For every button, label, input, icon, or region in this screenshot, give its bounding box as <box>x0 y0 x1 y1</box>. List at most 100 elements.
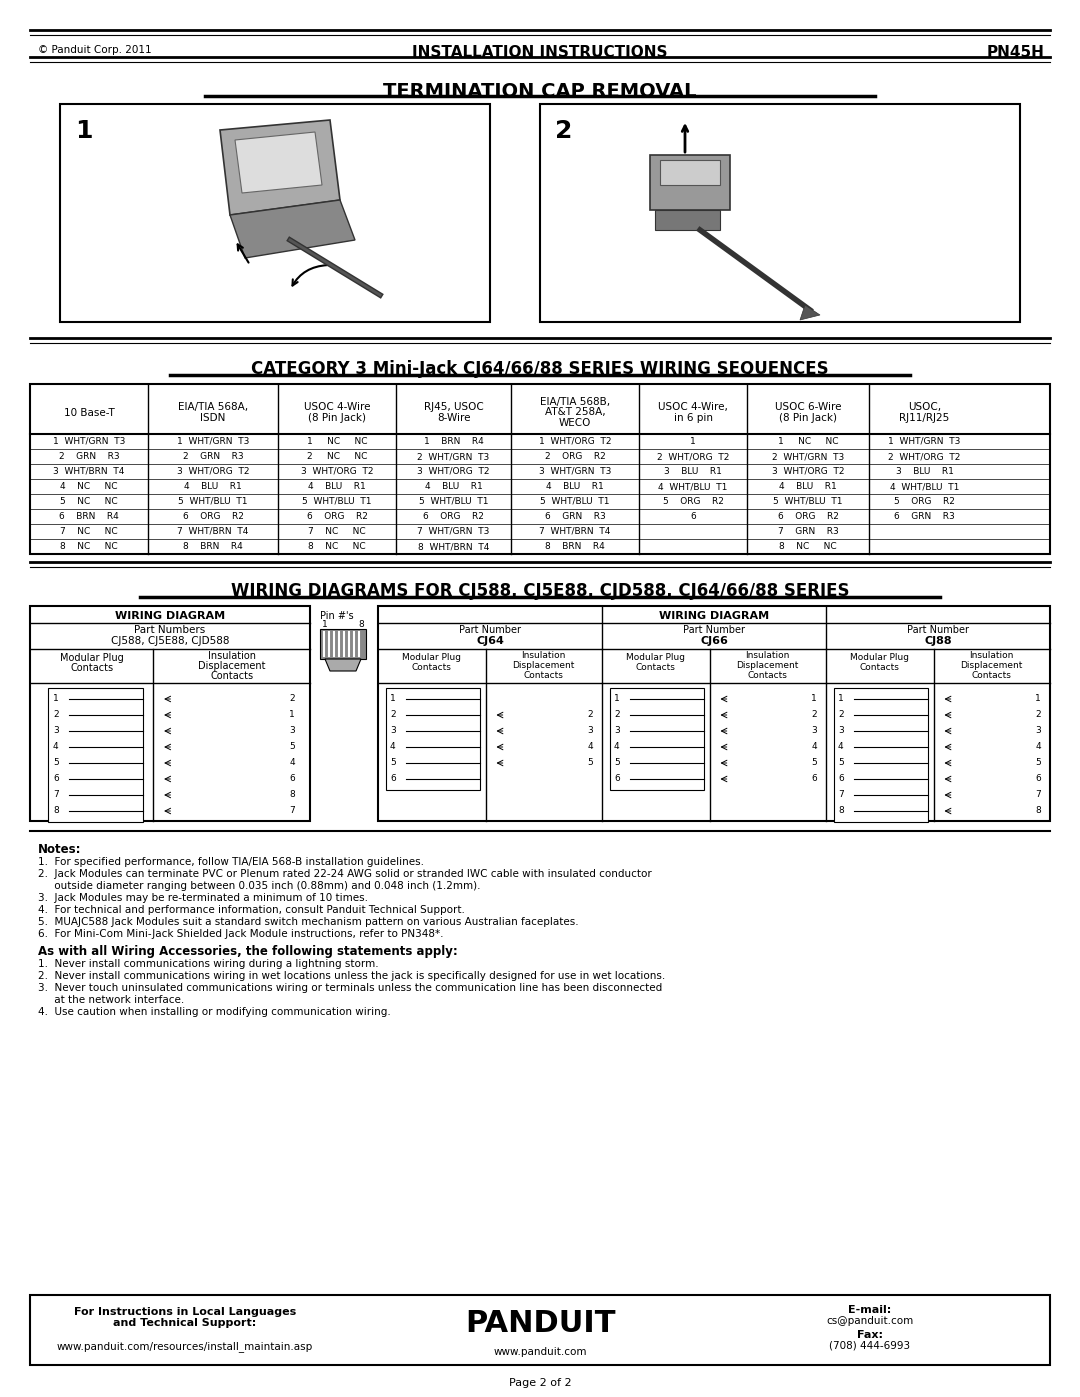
Bar <box>378 606 1050 821</box>
Text: 1: 1 <box>322 620 327 629</box>
Text: 3    BLU    R1: 3 BLU R1 <box>664 467 721 476</box>
Text: 8  WHT/BRN  T4: 8 WHT/BRN T4 <box>418 542 489 550</box>
Text: PN45H: PN45H <box>987 45 1045 60</box>
Text: 4: 4 <box>811 742 816 752</box>
Text: Contacts: Contacts <box>747 671 787 680</box>
Text: 4    BLU    R1: 4 BLU R1 <box>424 482 483 490</box>
Text: 3: 3 <box>811 726 816 735</box>
Text: 4: 4 <box>289 759 295 767</box>
Text: 6    ORG    R2: 6 ORG R2 <box>423 511 484 521</box>
Text: 2.  Jack Modules can terminate PVC or Plenum rated 22-24 AWG solid or stranded I: 2. Jack Modules can terminate PVC or Ple… <box>38 869 651 879</box>
Text: 2  WHT/ORG  T2: 2 WHT/ORG T2 <box>889 453 961 461</box>
Text: 1: 1 <box>75 119 93 142</box>
Text: Modular Plug: Modular Plug <box>626 652 686 662</box>
Text: 8    BRN    R4: 8 BRN R4 <box>545 542 605 550</box>
Text: ISDN: ISDN <box>200 414 226 423</box>
Bar <box>60 103 490 321</box>
Text: 4  WHT/BLU  T1: 4 WHT/BLU T1 <box>890 482 959 490</box>
Text: Insulation: Insulation <box>970 651 1014 659</box>
Text: RJ45, USOC: RJ45, USOC <box>423 402 484 412</box>
Text: 4  WHT/BLU  T1: 4 WHT/BLU T1 <box>659 482 728 490</box>
Text: TERMINATION CAP REMOVAL: TERMINATION CAP REMOVAL <box>383 82 697 101</box>
Text: Contacts: Contacts <box>636 664 676 672</box>
Text: 3  WHT/ORG  T2: 3 WHT/ORG T2 <box>177 467 249 476</box>
Text: 1     NC     NC: 1 NC NC <box>307 437 367 446</box>
Text: 4: 4 <box>588 742 593 752</box>
Text: Page 2 of 2: Page 2 of 2 <box>509 1377 571 1389</box>
Text: 3: 3 <box>390 726 395 735</box>
Polygon shape <box>220 120 340 215</box>
Polygon shape <box>230 200 355 258</box>
Text: For Instructions in Local Languages: For Instructions in Local Languages <box>73 1308 296 1317</box>
Text: 5  WHT/BLU  T1: 5 WHT/BLU T1 <box>178 497 247 506</box>
Text: 4: 4 <box>1036 742 1041 752</box>
Bar <box>30 1295 1050 1365</box>
Text: Part Numbers: Part Numbers <box>134 624 205 636</box>
Text: 7: 7 <box>838 789 843 799</box>
Text: Insulation: Insulation <box>522 651 566 659</box>
Text: 3.  Never touch uninsulated communications wiring or terminals unless the commun: 3. Never touch uninsulated communication… <box>38 983 662 993</box>
Text: (8 Pin Jack): (8 Pin Jack) <box>308 414 366 423</box>
Text: 5  WHT/BLU  T1: 5 WHT/BLU T1 <box>773 497 842 506</box>
Text: 6    ORG    R2: 6 ORG R2 <box>778 511 838 521</box>
Text: 1.  Never install communications wiring during a lightning storm.: 1. Never install communications wiring d… <box>38 958 379 970</box>
Text: 4.  Use caution when installing or modifying communication wiring.: 4. Use caution when installing or modify… <box>38 1007 391 1017</box>
Text: 2: 2 <box>390 710 395 719</box>
Text: 1    BRN    R4: 1 BRN R4 <box>423 437 484 446</box>
Text: 2: 2 <box>615 710 620 719</box>
Text: 4: 4 <box>615 742 620 752</box>
Text: As with all Wiring Accessories, the following statements apply:: As with all Wiring Accessories, the foll… <box>38 944 458 958</box>
Text: CJ588, CJ5E88, CJD588: CJ588, CJ5E88, CJD588 <box>111 636 229 645</box>
Text: 1: 1 <box>53 694 58 703</box>
Text: 6: 6 <box>53 774 58 782</box>
Text: 2    ORG    R2: 2 ORG R2 <box>544 453 606 461</box>
Text: 7  WHT/GRN  T3: 7 WHT/GRN T3 <box>417 527 489 536</box>
Text: 5: 5 <box>838 759 843 767</box>
Text: WIRING DIAGRAMS FOR CJ588, CJ5E88, CJD588, CJ64/66/88 SERIES: WIRING DIAGRAMS FOR CJ588, CJ5E88, CJD58… <box>231 583 849 599</box>
Text: Notes:: Notes: <box>38 842 81 856</box>
Text: PANDUIT: PANDUIT <box>464 1309 616 1338</box>
Text: 6.  For Mini-Com Mini-Jack Shielded Jack Module instructions, refer to PN348*.: 6. For Mini-Com Mini-Jack Shielded Jack … <box>38 929 444 939</box>
Text: 5: 5 <box>615 759 620 767</box>
Text: 5    NC     NC: 5 NC NC <box>60 497 118 506</box>
Text: 3  WHT/ORG  T2: 3 WHT/ORG T2 <box>300 467 374 476</box>
Text: 5: 5 <box>53 759 58 767</box>
Text: USOC 4-Wire,: USOC 4-Wire, <box>658 402 728 412</box>
Text: Part Number: Part Number <box>907 624 969 636</box>
Text: 1.  For specified performance, follow TIA/EIA 568-B installation guidelines.: 1. For specified performance, follow TIA… <box>38 856 424 868</box>
Bar <box>540 103 1020 321</box>
Text: AT&T 258A,: AT&T 258A, <box>544 408 605 418</box>
Text: Modular Plug: Modular Plug <box>59 652 123 664</box>
Text: 5: 5 <box>289 742 295 752</box>
Text: Part Number: Part Number <box>459 624 521 636</box>
Text: 4: 4 <box>53 742 58 752</box>
Text: Contacts: Contacts <box>860 664 900 672</box>
Text: 1  WHT/ORG  T2: 1 WHT/ORG T2 <box>539 437 611 446</box>
Text: 8    NC     NC: 8 NC NC <box>308 542 366 550</box>
Text: E-mail:: E-mail: <box>849 1305 892 1315</box>
Text: 1: 1 <box>1035 694 1041 703</box>
Text: CATEGORY 3 Mini-Jack CJ64/66/88 SERIES WIRING SEQUENCES: CATEGORY 3 Mini-Jack CJ64/66/88 SERIES W… <box>252 360 828 379</box>
Text: www.panduit.com/resources/install_maintain.asp: www.panduit.com/resources/install_mainta… <box>57 1341 313 1352</box>
Text: EIA/TIA 568B,: EIA/TIA 568B, <box>540 397 610 407</box>
Text: 7    GRN    R3: 7 GRN R3 <box>778 527 838 536</box>
Text: 6: 6 <box>690 511 696 521</box>
Text: 3  WHT/GRN  T3: 3 WHT/GRN T3 <box>539 467 611 476</box>
Text: 4    BLU    R1: 4 BLU R1 <box>308 482 366 490</box>
Text: CJ66: CJ66 <box>700 636 728 645</box>
Text: 2: 2 <box>53 710 58 719</box>
Text: USOC,: USOC, <box>908 402 941 412</box>
Text: Insulation: Insulation <box>745 651 789 659</box>
Text: 8    NC     NC: 8 NC NC <box>60 542 118 550</box>
Text: 2: 2 <box>838 710 843 719</box>
Text: 6: 6 <box>390 774 395 782</box>
Text: 6    GRN    R3: 6 GRN R3 <box>544 511 606 521</box>
Text: 6    BRN    R4: 6 BRN R4 <box>59 511 119 521</box>
Text: 3: 3 <box>53 726 58 735</box>
Text: 7: 7 <box>1035 789 1041 799</box>
Text: 2: 2 <box>588 710 593 719</box>
Text: 10 Base-T: 10 Base-T <box>64 408 114 418</box>
Text: 3  WHT/ORG  T2: 3 WHT/ORG T2 <box>772 467 845 476</box>
Text: 8-Wire: 8-Wire <box>436 414 470 423</box>
Text: 8: 8 <box>289 789 295 799</box>
